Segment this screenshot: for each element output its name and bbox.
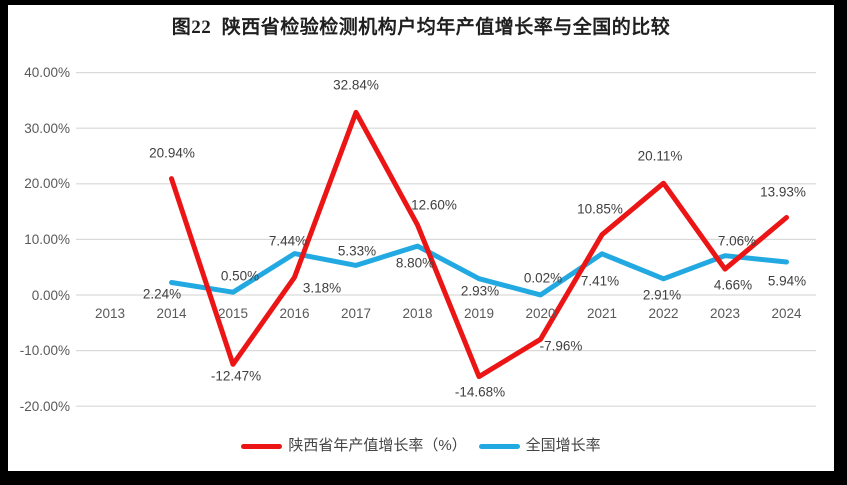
data-label-shaanxi-2024: 13.93%	[760, 184, 806, 200]
data-label-shaanxi-2022: 20.11%	[637, 148, 683, 164]
x-axis-tick-label: 2021	[586, 306, 618, 321]
legend-line-swatch-shaanxi	[241, 443, 283, 449]
x-axis-tick-label: 2020	[525, 306, 556, 321]
y-axis-tick-label: 40.00%	[24, 65, 70, 81]
x-axis-tick-label: 2024	[771, 306, 802, 321]
data-label-national-2022: 2.91%	[642, 287, 682, 303]
data-label-shaanxi-2016: 3.18%	[302, 280, 342, 296]
data-label-shaanxi-2018: 12.60%	[411, 197, 457, 213]
x-axis-tick-label: 2018	[402, 306, 433, 321]
data-label-national-2021: 7.41%	[580, 273, 620, 289]
x-axis-tick-label: 2019	[463, 306, 495, 321]
data-label-national-2018: 8.80%	[395, 255, 435, 271]
legend-line-swatch-national	[478, 443, 520, 449]
chart-title: 图22 陕西省检验检测机构户均年产值增长率与全国的比较	[171, 17, 671, 38]
data-label-shaanxi-2017: 32.84%	[333, 77, 379, 93]
y-axis-tick-label: 20.00%	[24, 176, 70, 192]
legend: 陕西省年产值增长率（%） 全国增长率	[8, 437, 834, 455]
data-label-shaanxi-2019: -14.68%	[454, 384, 506, 400]
x-axis-tick-label: 2013	[94, 306, 126, 321]
data-label-national-2020: 0.02%	[523, 270, 563, 286]
data-label-shaanxi-2023: 4.66%	[713, 277, 753, 293]
x-axis-tick-label: 2023	[709, 306, 741, 321]
data-label-shaanxi-2014: 20.94%	[149, 145, 195, 161]
data-label-shaanxi-2015: -12.47%	[210, 368, 262, 384]
data-label-national-2023: 7.06%	[717, 233, 757, 249]
x-axis-tick-label: 2022	[648, 306, 679, 321]
series-line-national	[169, 243, 789, 298]
x-axis-tick-label: 2014	[156, 306, 187, 321]
data-label-shaanxi-2021: 10.85%	[577, 201, 623, 217]
data-label-national-2019: 2.93%	[460, 283, 500, 299]
data-label-national-2017: 5.33%	[337, 243, 377, 259]
legend-label-national: 全国增长率	[525, 437, 601, 454]
legend-item-shaanxi: 陕西省年产值增长率（%）	[241, 437, 467, 455]
y-axis-tick-label: 0.00%	[31, 287, 70, 303]
y-axis-tick-label: 30.00%	[24, 120, 70, 136]
data-label-national-2015: 0.50%	[220, 268, 260, 284]
y-axis-tick-label: 10.00%	[24, 231, 70, 247]
legend-label-shaanxi: 陕西省年产值增长率（%）	[288, 437, 467, 454]
data-label-national-2014: 2.24%	[142, 286, 182, 302]
data-label-national-2016: 7.44%	[268, 233, 308, 249]
series-line-shaanxi	[169, 109, 789, 380]
y-axis-tick-label: -20.00%	[19, 398, 70, 414]
x-axis-tick-label: 2017	[340, 306, 372, 321]
data-label-national-2024: 5.94%	[767, 273, 807, 289]
y-axis-tick-label: -10.00%	[19, 343, 70, 359]
x-axis-tick-label: 2015	[217, 306, 249, 321]
legend-item-national: 全国增长率	[478, 437, 601, 455]
data-label-shaanxi-2020: -7.96%	[539, 338, 583, 354]
x-axis-tick-label: 2016	[279, 306, 310, 321]
